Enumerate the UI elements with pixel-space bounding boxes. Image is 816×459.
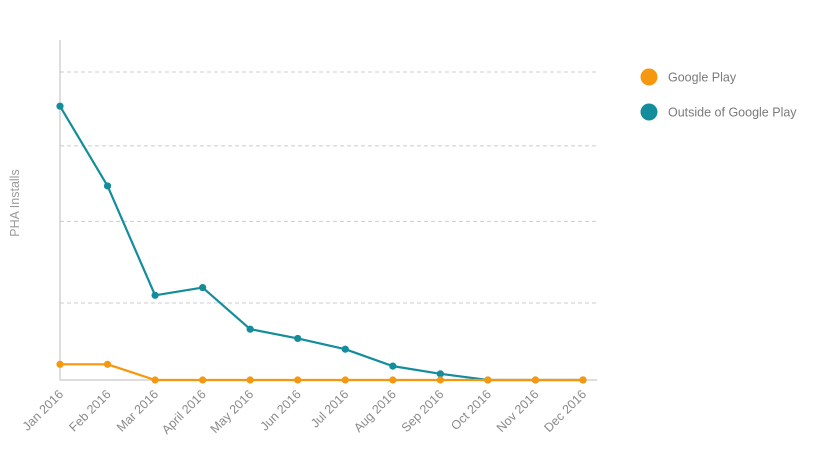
series-lines [56, 102, 587, 384]
x-tick-label-7: Jul 2016 [308, 387, 351, 430]
series-line-outside-of-google-play [59, 105, 583, 382]
data-point-outside-of-google-play-9[interactable] [436, 370, 444, 378]
data-point-outside-of-google-play-1[interactable] [56, 102, 64, 110]
y-axis-title: PHA Installs [8, 169, 22, 236]
data-point-outside-of-google-play-3[interactable] [151, 291, 159, 299]
legend-item-google-play[interactable]: Google Play [640, 68, 737, 86]
x-tick-label-10: Oct 2016 [448, 387, 494, 433]
legend-label-outside-of-google-play: Outside of Google Play [668, 106, 797, 120]
x-tick-label-2: Feb 2016 [66, 387, 113, 434]
data-point-google-play-6[interactable] [294, 376, 302, 384]
legend-swatch-outside-of-google-play [640, 103, 658, 121]
data-point-google-play-4[interactable] [199, 376, 207, 384]
data-point-google-play-3[interactable] [151, 376, 159, 384]
data-point-outside-of-google-play-4[interactable] [199, 284, 207, 292]
data-point-google-play-9[interactable] [436, 376, 444, 384]
x-tick-label-6: Jun 2016 [258, 387, 304, 433]
data-point-google-play-8[interactable] [389, 376, 397, 384]
data-point-outside-of-google-play-7[interactable] [341, 345, 349, 353]
x-tick-label-3: Mar 2016 [114, 387, 161, 434]
x-tick-label-12: Dec 2016 [541, 387, 589, 435]
data-point-google-play-5[interactable] [246, 376, 254, 384]
legend: Google Play Outside of Google Play [640, 68, 798, 121]
x-tick-label-11: Nov 2016 [494, 387, 542, 435]
data-point-outside-of-google-play-2[interactable] [103, 182, 112, 190]
gridlines [60, 71, 597, 304]
data-point-outside-of-google-play-8[interactable] [389, 362, 397, 370]
x-tick-label-5: May 2016 [208, 387, 257, 436]
legend-label-google-play: Google Play [668, 71, 737, 85]
data-point-google-play-12[interactable] [579, 376, 587, 384]
data-point-google-play-11[interactable] [531, 376, 540, 384]
data-point-google-play-1[interactable] [56, 360, 64, 368]
x-tick-label-1: Jan 2016 [20, 387, 66, 433]
x-tick-label-8: Aug 2016 [351, 387, 399, 435]
legend-item-outside-of-google-play[interactable]: Outside of Google Play [640, 103, 798, 121]
legend-swatch-google-play [640, 68, 658, 86]
data-point-outside-of-google-play-6[interactable] [294, 334, 302, 343]
x-tick-label-9: Sep 2016 [399, 387, 447, 435]
data-point-google-play-7[interactable] [341, 376, 349, 384]
x-tick-label-4: April 2016 [159, 387, 209, 437]
series-line-google-play [60, 363, 583, 382]
data-point-google-play-10[interactable] [484, 376, 492, 384]
data-point-google-play-2[interactable] [103, 360, 112, 368]
data-point-outside-of-google-play-5[interactable] [246, 325, 254, 333]
